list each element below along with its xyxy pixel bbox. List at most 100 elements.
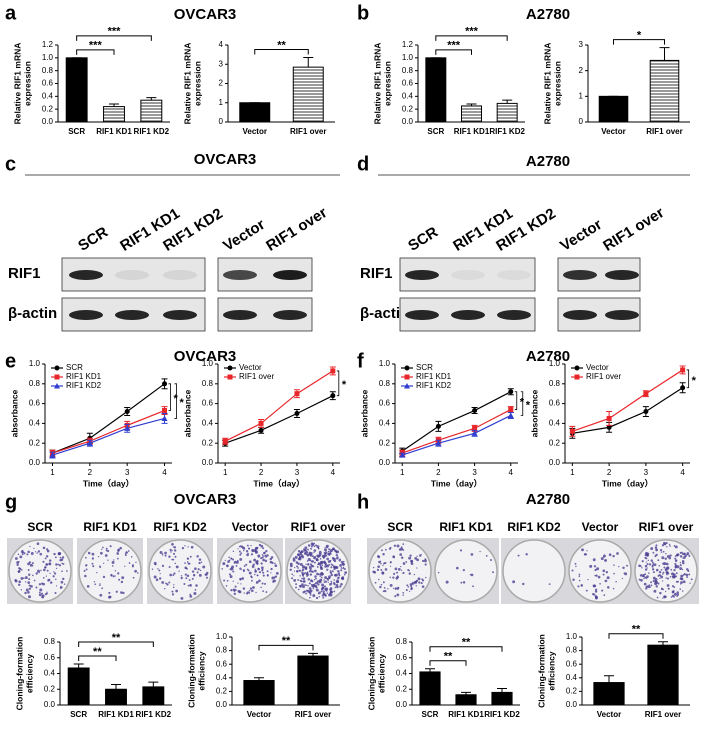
- colony: [674, 564, 678, 568]
- colony: [254, 573, 256, 576]
- colony: [310, 570, 313, 573]
- colony: [396, 593, 400, 597]
- dish-label: RIF1 KD1: [83, 520, 137, 534]
- colony: [31, 562, 34, 565]
- colony: [62, 563, 65, 566]
- colony: [242, 549, 245, 552]
- colony: [159, 573, 161, 575]
- x-tick-label: 2: [436, 468, 441, 477]
- marker: [124, 409, 130, 415]
- colony: [105, 547, 108, 550]
- colony: [19, 555, 23, 559]
- colony: [661, 556, 665, 560]
- colony: [164, 554, 167, 557]
- colony: [291, 577, 293, 580]
- colony: [330, 563, 332, 565]
- significance-label: ***: [89, 40, 103, 52]
- colony: [318, 580, 322, 584]
- colony: [648, 572, 650, 574]
- colony: [256, 546, 259, 549]
- colony: [661, 587, 663, 590]
- bar: [142, 686, 165, 706]
- colony: [45, 563, 48, 566]
- colony: [393, 544, 397, 547]
- colony: [61, 570, 63, 573]
- colony: [132, 576, 135, 579]
- colony: [57, 563, 60, 566]
- colony: [331, 564, 334, 567]
- row-label: β-actin: [8, 305, 57, 322]
- y-tick-label: 4: [219, 40, 224, 49]
- colony: [205, 576, 208, 579]
- colony: [379, 560, 382, 563]
- error-bar: [109, 103, 119, 107]
- colony: [256, 574, 259, 577]
- marker: [399, 452, 406, 458]
- colony: [682, 574, 685, 576]
- y-tick-label: 0.6: [202, 399, 214, 408]
- colony: [198, 573, 202, 577]
- legend-label: SCR: [66, 363, 83, 372]
- colony: [578, 579, 581, 582]
- bar: [67, 667, 90, 706]
- colony: [171, 549, 173, 552]
- colony: [190, 545, 194, 549]
- x-tick-label: RIF1 KD1: [98, 710, 134, 719]
- colony: [578, 573, 581, 576]
- colony: [669, 575, 672, 578]
- colony: [245, 563, 248, 566]
- colony: [679, 567, 683, 571]
- legend-label: RIF1 over: [239, 372, 274, 381]
- colony: [33, 547, 35, 550]
- colony: [422, 579, 425, 582]
- colony: [643, 577, 645, 580]
- colony: [23, 577, 25, 579]
- colony: [408, 572, 411, 575]
- colony: [305, 550, 309, 554]
- colony: [254, 570, 257, 573]
- x-tick-label: 3: [644, 468, 649, 477]
- colony: [44, 566, 47, 569]
- colony: [272, 580, 275, 583]
- colony: [664, 568, 668, 572]
- colony: [417, 577, 421, 581]
- colony: [225, 584, 228, 587]
- colony: [324, 580, 328, 583]
- colony: [600, 557, 604, 561]
- colony: [343, 567, 346, 571]
- colony: [402, 549, 405, 551]
- colony: [400, 546, 403, 549]
- colony: [387, 588, 389, 590]
- y-axis-label: Cloning-formation: [536, 634, 546, 708]
- colony: [36, 542, 40, 546]
- colony: [399, 553, 403, 556]
- colony: [270, 567, 273, 571]
- colony: [389, 565, 392, 567]
- x-tick-label: 4: [680, 468, 685, 477]
- marker: [508, 407, 514, 413]
- y-axis-label: Relative RIF1 mRNA: [542, 43, 552, 125]
- colony: [240, 545, 243, 548]
- colony: [652, 580, 655, 583]
- y-tick-label: 0: [219, 117, 224, 126]
- colony: [320, 576, 323, 579]
- y-tick-label: 0.4: [396, 669, 408, 678]
- colony: [317, 583, 320, 586]
- colony: [383, 562, 386, 565]
- colony: [307, 584, 309, 587]
- colony: [127, 550, 130, 552]
- colony: [339, 585, 342, 588]
- colony: [397, 568, 401, 571]
- colony: [265, 591, 268, 593]
- colony: [680, 574, 684, 578]
- colony: [307, 578, 311, 581]
- colony: [327, 581, 329, 583]
- colony: [420, 582, 423, 585]
- colony: [323, 561, 327, 565]
- colony: [99, 565, 101, 567]
- colony: [242, 546, 245, 550]
- colony: [421, 585, 425, 588]
- marker: [508, 389, 514, 395]
- colony: [647, 559, 649, 562]
- colony: [260, 562, 263, 565]
